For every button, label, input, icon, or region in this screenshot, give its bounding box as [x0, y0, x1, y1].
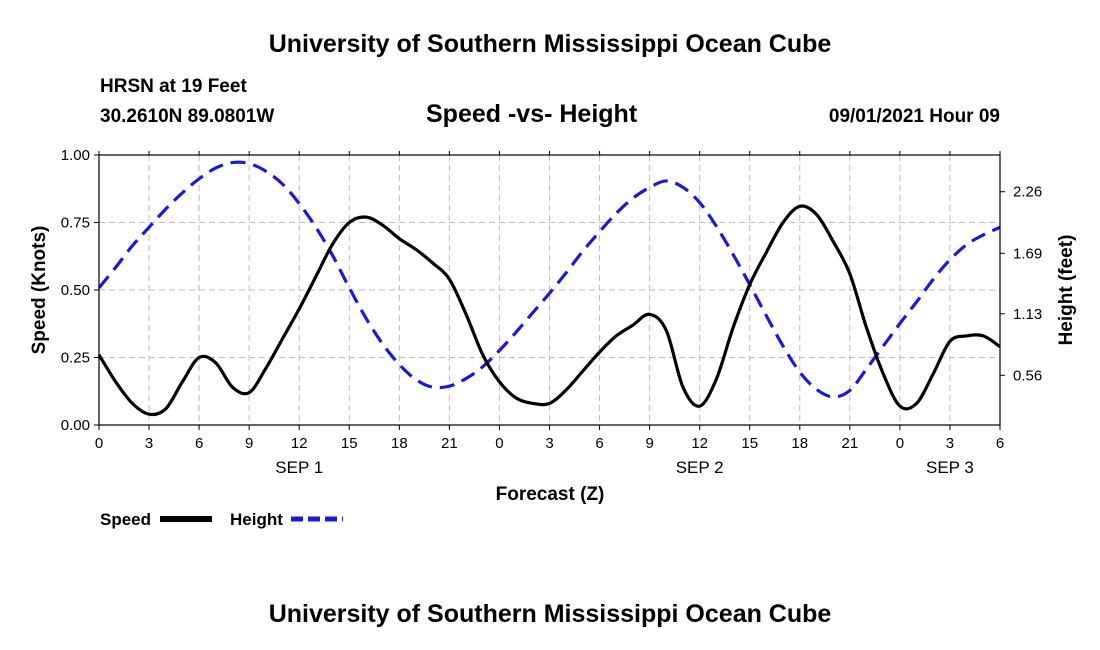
y2-tick-label: 1.69	[1013, 245, 1042, 262]
x-tick-label: 21	[841, 435, 858, 452]
y-tick-label: 0.00	[61, 417, 90, 434]
y2-axis-label: Height (feet)	[1056, 235, 1077, 346]
x-tick-label: 9	[245, 435, 253, 452]
x-tick-label: 0	[896, 435, 904, 452]
x-tick-label: 3	[145, 435, 153, 452]
y-tick-label: 0.25	[61, 350, 90, 367]
datetime-label: 09/01/2021 Hour 09	[828, 106, 1000, 127]
y-tick-label: 1.00	[61, 147, 90, 164]
x-tick-label: 12	[691, 435, 708, 452]
x-tick-label: 6	[595, 435, 603, 452]
grid	[99, 155, 1000, 425]
x-tick-label: 18	[391, 435, 408, 452]
legend-speed-label: Speed	[100, 510, 151, 529]
x-tick-label: 0	[495, 435, 503, 452]
y-tick-label: 0.75	[61, 215, 90, 232]
y2-tick-label: 1.13	[1013, 306, 1042, 323]
day-label: SEP 2	[676, 458, 724, 477]
x-tick-label: 12	[291, 435, 308, 452]
x-tick-label: 3	[946, 435, 954, 452]
speed-series-line	[97, 204, 1001, 417]
station-label: HRSN at 19 Feet	[100, 76, 247, 97]
x-tick-label: 21	[441, 435, 458, 452]
legend: Speed Height	[100, 510, 343, 529]
chart-title: Speed -vs- Height	[426, 100, 638, 128]
x-tick-label: 6	[195, 435, 203, 452]
y-tick-label: 0.50	[61, 282, 90, 299]
day-label: SEP 1	[275, 458, 323, 477]
y-axis-label: Speed (Knots)	[29, 226, 50, 355]
top-title: University of Southern Mississippi Ocean…	[268, 30, 832, 58]
y2-tick-label: 2.26	[1013, 184, 1042, 201]
x-tick-label: 6	[996, 435, 1004, 452]
coordinates-label: 30.2610N 89.0801W	[100, 106, 275, 127]
x-tick-label: 15	[341, 435, 358, 452]
bottom-title: University of Southern Mississippi Ocean…	[268, 600, 832, 628]
x-tick-label: 0	[95, 435, 103, 452]
height-series-line	[97, 160, 1001, 399]
x-tick-label: 18	[791, 435, 808, 452]
x-tick-label: 15	[741, 435, 758, 452]
day-label: SEP 3	[926, 458, 974, 477]
x-axis-label: Forecast (Z)	[496, 484, 605, 505]
x-tick-label: 9	[645, 435, 653, 452]
series-layer	[97, 160, 1001, 417]
axes: 0 3 6 9 12 15 18 21 0 3 6 9 12 15 18 21 0 3 6 SEP 1 SEP 2 SEP…	[61, 147, 1042, 477]
y2-tick-label: 0.56	[1013, 367, 1042, 384]
legend-height-label: Height	[230, 510, 283, 529]
x-tick-label: 3	[545, 435, 553, 452]
